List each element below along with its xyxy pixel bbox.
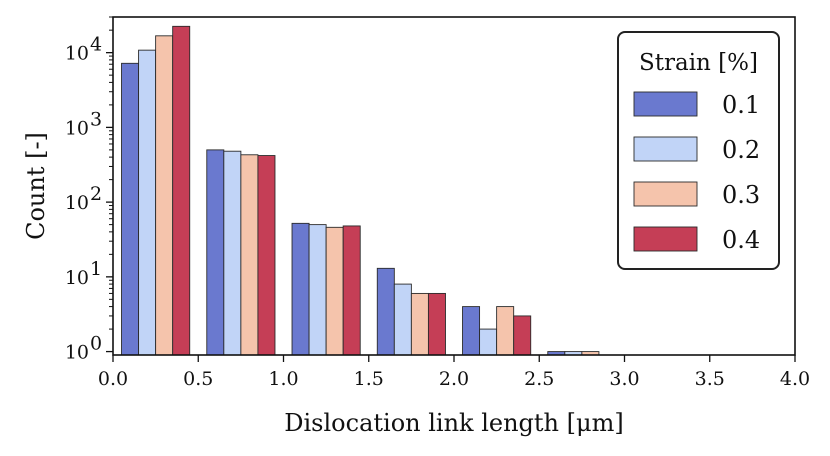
- bar-0_1-bin-1: [206, 149, 225, 356]
- bar-0_2-bin-3: [393, 283, 412, 356]
- y-tick-exponent: 0: [90, 333, 102, 355]
- y-tick-label: 10: [65, 267, 89, 289]
- y-tick-exponent: 4: [90, 34, 102, 56]
- legend-label-0_2: 0.2: [722, 136, 760, 164]
- bar-0_4-bin-4: [513, 315, 532, 356]
- bar-0_3-bin-4: [496, 306, 515, 356]
- bar-0_2-bin-0: [138, 49, 157, 356]
- y-tick-exponent: 3: [90, 108, 102, 130]
- x-tick-label: 1.5: [354, 368, 384, 390]
- bar-0_1-bin-3: [376, 267, 395, 356]
- legend-label-0_4: 0.4: [722, 226, 760, 254]
- bar-0_1-bin-4: [462, 306, 481, 356]
- x-tick-label: 4.0: [780, 368, 810, 390]
- bar-0_4-bin-3: [427, 292, 446, 356]
- bar-0_4-bin-0: [172, 25, 191, 356]
- bar-0_2-bin-2: [308, 224, 327, 356]
- legend-swatch-0_1: [633, 91, 698, 117]
- legend-swatch-0_3: [633, 181, 698, 207]
- x-tick-label: 3.0: [609, 368, 639, 390]
- y-tick-exponent: 1: [90, 258, 102, 280]
- x-tick-label: 0.5: [183, 368, 213, 390]
- bar-0_4-bin-1: [257, 155, 276, 356]
- x-tick-label: 3.5: [695, 368, 725, 390]
- y-tick-label: 10: [65, 117, 89, 139]
- x-axis-label: Dislocation link length [μm]: [284, 409, 623, 437]
- bar-0_4-bin-2: [342, 225, 361, 356]
- x-axis: 0.0 0.5 1.0 1.5 2.0 2.5 3.0 3.5 4.0: [98, 355, 810, 390]
- y-tick-label: 10: [65, 43, 89, 65]
- x-tick-label: 0.0: [98, 368, 128, 390]
- bar-0_2-bin-4: [479, 328, 498, 356]
- bar-0_2-bin-1: [223, 150, 242, 356]
- legend-label-0_3: 0.3: [722, 181, 760, 209]
- bar-0_1-bin-2: [291, 222, 310, 356]
- bar-0_3-bin-1: [240, 154, 259, 356]
- legend-swatch-0_2: [633, 136, 698, 162]
- x-tick-label: 2.5: [524, 368, 554, 390]
- x-tick-label: 1.0: [268, 368, 298, 390]
- y-tick-label: 10: [65, 192, 89, 214]
- bar-0_3-bin-3: [410, 292, 429, 356]
- legend-box: [617, 31, 780, 270]
- y-tick-exponent: 2: [90, 183, 102, 205]
- legend-title: Strain [%]: [639, 50, 758, 76]
- y-tick-label: 10: [65, 342, 89, 364]
- bar-0_3-bin-0: [155, 35, 174, 356]
- bars-group: [121, 25, 600, 356]
- legend: Strain [%] 0.1 0.2 0.3 0.4: [617, 31, 780, 270]
- legend-swatch-0_4: [633, 226, 698, 252]
- legend-label-0_1: 0.1: [722, 91, 760, 119]
- bar-0_3-bin-2: [325, 226, 344, 356]
- x-tick-label: 2.0: [439, 368, 469, 390]
- y-axis-label: Count [-]: [22, 132, 50, 240]
- bar-0_1-bin-0: [121, 62, 140, 356]
